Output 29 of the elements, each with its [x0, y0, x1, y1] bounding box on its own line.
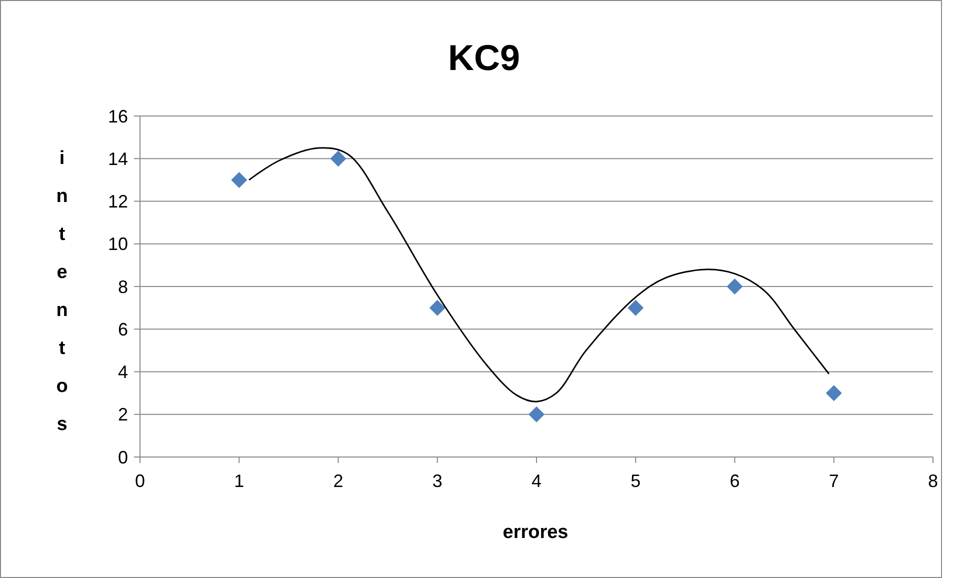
point — [628, 300, 644, 316]
x-tick-label: 3 — [432, 471, 442, 491]
y-tick-label: 12 — [108, 192, 128, 212]
x-tick-label: 4 — [531, 471, 542, 491]
y-tick-label: 4 — [118, 362, 128, 382]
x-tick-label: 6 — [730, 471, 740, 491]
point — [528, 406, 544, 422]
x-axis-title: errores — [502, 522, 568, 543]
chart-title: KC9 — [448, 37, 520, 78]
point — [429, 300, 446, 316]
y-tick-label: 8 — [118, 276, 128, 297]
point — [826, 385, 842, 402]
y-tick-label: 6 — [118, 319, 128, 340]
x-tick-label: 7 — [828, 471, 839, 491]
x-tick-label: 2 — [333, 471, 344, 491]
point — [726, 278, 743, 294]
point — [330, 150, 346, 167]
y-tick-label: 10 — [108, 234, 128, 254]
point — [231, 172, 248, 188]
x-tick-label: 5 — [630, 471, 641, 491]
y-axis-title: intentos — [56, 148, 68, 435]
y-tick-label: 2 — [118, 404, 128, 425]
x-tick-label: 0 — [134, 471, 146, 491]
x-tick-label: 8 — [928, 471, 938, 491]
x-tick-label: 1 — [234, 471, 244, 491]
y-tick-label: 14 — [108, 148, 128, 169]
line-series — [248, 147, 830, 402]
y-tick-label: 0 — [118, 447, 128, 468]
y-tick-label: 16 — [108, 106, 128, 126]
